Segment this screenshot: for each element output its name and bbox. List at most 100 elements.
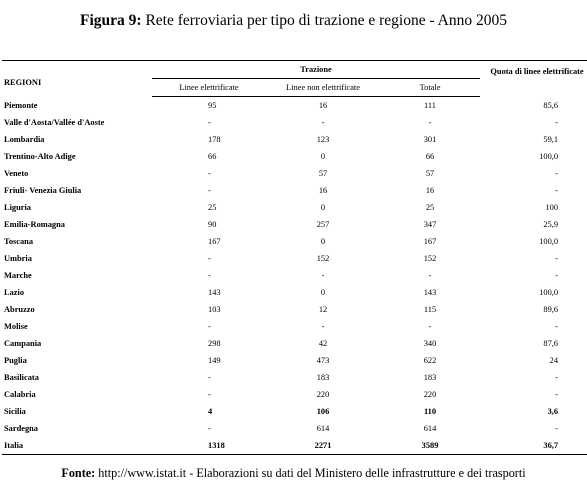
cell-linee-elettrificate: 149	[208, 356, 221, 365]
cell-regione: Sardegna	[4, 424, 38, 433]
table-row: Campania 298 42 340 87,6	[2, 335, 587, 352]
cell-linee-non-elettrificate: 42	[318, 339, 328, 348]
cell-linee-non-elettrificate: 473	[316, 356, 330, 365]
cell-linee-elettrificate: 4	[208, 407, 213, 416]
cell-regione: Friuli- Venezia Giulia	[4, 186, 82, 195]
cell-regione: Lazio	[4, 288, 25, 297]
table-row: Emilia-Romagna 90 257 347 25,9	[2, 216, 587, 233]
table-row: Liguria 25 0 25 100	[2, 199, 587, 216]
header-row-top: REGIONI Trazione Quota di linee elettrif…	[2, 60, 587, 97]
source-label: Fonte:	[61, 466, 96, 480]
cell-quota: 89,6	[543, 305, 559, 314]
page-title: Figura 9: Rete ferroviaria per tipo di t…	[0, 12, 587, 30]
cell-linee-elettrificate: -	[208, 118, 211, 127]
cell-linee-non-elettrificate: 16	[318, 186, 328, 195]
table-row: Puglia 149 473 622 24	[2, 352, 587, 369]
cell-quota: 85,6	[543, 100, 559, 110]
cell-totale: 152	[423, 254, 437, 263]
cell-linee-elettrificate: 25	[208, 203, 217, 212]
cell-quota: -	[555, 169, 559, 178]
cell-linee-non-elettrificate: -	[321, 118, 325, 127]
table-row: Lombardia 178 123 301 59,1	[2, 131, 587, 148]
table-row: Calabria - 220 220 -	[2, 386, 587, 403]
cell-regione: Puglia	[4, 356, 27, 365]
cell-quota: 25,9	[543, 220, 559, 229]
table-row: Friuli- Venezia Giulia - 16 16 -	[2, 182, 587, 199]
table-row: Trentino-Alto Adige 66 0 66 100,0	[2, 148, 587, 165]
cell-linee-non-elettrificate: -	[321, 322, 325, 331]
cell-totale: 3589	[380, 437, 481, 455]
cell-totale: 220	[423, 390, 437, 399]
cell-regione: Valle d'Aosta/Vallée d'Aoste	[4, 118, 105, 127]
cell-linee-elettrificate: 178	[208, 135, 221, 144]
cell-linee-elettrificate: -	[208, 322, 211, 331]
cell-regione: Liguria	[4, 203, 31, 212]
table-row: Veneto - 57 57 -	[2, 165, 587, 182]
cell-linee-elettrificate: -	[208, 271, 211, 280]
cell-linee-non-elettrificate: 183	[316, 373, 330, 382]
source-note: Fonte: http://www.istat.it - Elaborazion…	[0, 466, 587, 481]
cell-linee-elettrificate: -	[208, 373, 211, 382]
table-row: Toscana 167 0 167 100,0	[2, 233, 587, 250]
cell-quota: 59,1	[543, 135, 559, 144]
cell-quota: -	[555, 424, 559, 433]
table-row: Lazio 143 0 143 100,0	[2, 284, 587, 301]
table-body: Piemonte 95 16 111 85,6 Valle d'Aosta/Vallée …	[2, 97, 587, 455]
cell-linee-elettrificate: -	[208, 424, 211, 433]
cell-totale: 143	[423, 288, 437, 297]
header-row-bottom: Linee elettrificate Linee non elettrific…	[2, 78, 587, 97]
cell-regione: Sicilia	[4, 407, 26, 416]
table-row: Marche - - - -	[2, 267, 587, 284]
cell-quota: 100	[545, 203, 559, 212]
table-row: Basilicata - 183 183 -	[2, 369, 587, 386]
cell-regione: Calabria	[4, 390, 36, 399]
cell-linee-elettrificate: 103	[208, 305, 221, 314]
cell-linee-elettrificate: 1318	[152, 437, 266, 455]
cell-totale: 115	[423, 305, 437, 314]
cell-linee-non-elettrificate: 0	[320, 152, 326, 161]
cell-linee-non-elettrificate: 614	[316, 424, 330, 433]
cell-totale: -	[428, 271, 432, 280]
cell-totale: -	[428, 118, 432, 127]
header-linee-elettrificate: Linee elettrificate	[152, 78, 266, 97]
cell-linee-non-elettrificate: 152	[316, 254, 330, 263]
cell-gap	[480, 437, 487, 455]
cell-totale: -	[428, 322, 432, 331]
cell-totale: 622	[423, 356, 437, 365]
table-row: Molise - - - -	[2, 318, 587, 335]
header-quota: Quota di linee elettrificate	[486, 60, 587, 97]
cell-regione: Toscana	[4, 237, 34, 246]
cell-totale: 111	[424, 101, 436, 110]
cell-linee-elettrificate: -	[208, 186, 211, 195]
table-row: Sicilia 4 106 110 3,6	[2, 403, 587, 420]
cell-linee-non-elettrificate: 0	[320, 288, 326, 297]
cell-totale: 66	[425, 152, 435, 161]
header-totale: Totale	[380, 78, 481, 97]
table-row: Sardegna - 614 614 -	[2, 420, 587, 437]
cell-quota: -	[555, 186, 559, 195]
table-row: Italia 1318 2271 3589 36,7	[2, 437, 587, 455]
cell-linee-non-elettrificate: 16	[318, 101, 328, 110]
cell-totale: 57	[425, 169, 435, 178]
data-table: REGIONI Trazione Quota di linee elettrif…	[2, 60, 587, 455]
cell-linee-elettrificate: 95	[208, 101, 217, 110]
cell-totale: 340	[423, 339, 437, 348]
cell-regione: Abruzzo	[4, 305, 35, 314]
cell-linee-elettrificate: 66	[208, 152, 217, 161]
source-text: http://www.istat.it - Elaborazioni su da…	[95, 466, 526, 480]
cell-linee-elettrificate: 167	[208, 237, 221, 246]
cell-linee-elettrificate: -	[208, 169, 211, 178]
cell-linee-elettrificate: 298	[208, 339, 221, 348]
cell-regione: Lombardia	[4, 135, 45, 144]
cell-linee-elettrificate: 90	[208, 220, 217, 229]
cell-regione: Veneto	[4, 169, 29, 178]
cell-regione: Campania	[4, 339, 42, 348]
cell-linee-non-elettrificate: 220	[316, 390, 330, 399]
cell-regione: Italia	[2, 437, 152, 455]
cell-totale: 16	[425, 186, 435, 195]
cell-linee-non-elettrificate: 0	[320, 203, 326, 212]
title-label: Figura 9:	[80, 12, 142, 29]
cell-quota: -	[555, 254, 559, 263]
cell-quota: -	[555, 390, 559, 399]
cell-quota: -	[555, 271, 559, 280]
